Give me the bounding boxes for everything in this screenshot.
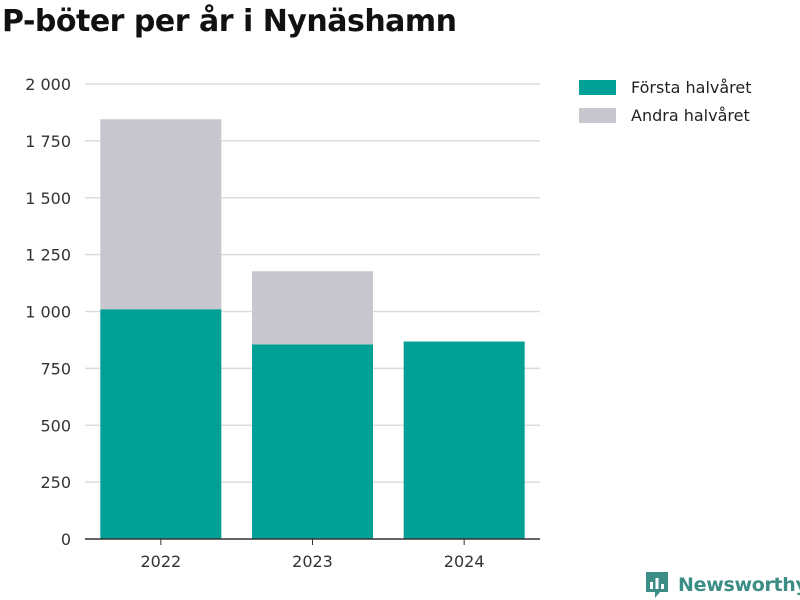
legend-label-second-half: Andra halvåret	[631, 105, 750, 125]
bar-first-half-2023	[252, 344, 373, 539]
brand: Newsworthy	[644, 570, 800, 600]
legend-swatch-second-half	[579, 107, 616, 123]
y-tick-label: 2 000	[25, 75, 71, 94]
bar-first-half-2022	[100, 309, 222, 539]
y-tick-label: 1 500	[25, 189, 71, 208]
y-tick-label: 250	[40, 473, 71, 492]
legend: Första halvåret Andra halvåret	[579, 73, 752, 129]
bar-first-half-2024	[403, 341, 525, 539]
legend-label-first-half: Första halvåret	[631, 77, 752, 97]
y-tick-label: 1 250	[25, 246, 71, 265]
y-tick-label: 500	[40, 416, 71, 435]
newsworthy-logo-icon	[646, 572, 668, 598]
legend-item-second-half: Andra halvåret	[579, 101, 752, 129]
y-tick-label: 0	[61, 530, 71, 549]
bar-second-half-2023	[252, 271, 373, 345]
chart-title: P-böter per år i Nynäshamn	[2, 4, 457, 39]
brand-name: Newsworthy	[678, 574, 800, 596]
y-tick-label: 1 000	[25, 303, 71, 322]
x-tick-label: 2023	[292, 552, 333, 571]
x-tick-label: 2024	[444, 552, 485, 571]
bar-second-half-2022	[100, 119, 222, 310]
y-tick-label: 750	[40, 359, 71, 378]
legend-swatch-first-half	[579, 79, 616, 95]
y-tick-label: 1 750	[25, 132, 71, 151]
legend-item-first-half: Första halvåret	[579, 73, 752, 101]
x-tick-label: 2022	[140, 552, 181, 571]
